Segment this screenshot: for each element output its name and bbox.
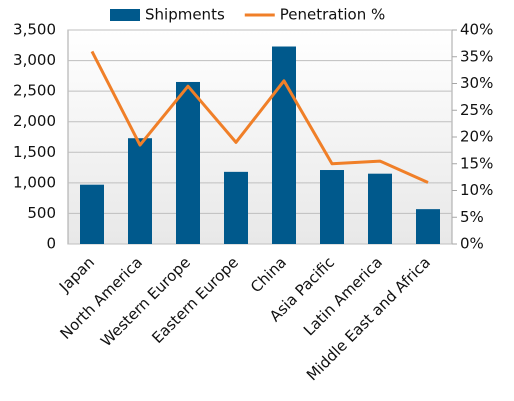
y2-tick-label: 30% bbox=[460, 74, 493, 92]
y2-tick-label: 15% bbox=[460, 154, 493, 172]
bar bbox=[272, 46, 296, 244]
y-tick-label: 1,000 bbox=[13, 173, 56, 191]
y-tick-label: 3,500 bbox=[13, 21, 56, 39]
bar bbox=[416, 209, 440, 244]
y2-tick-label: 10% bbox=[460, 181, 493, 199]
legend-swatch bbox=[110, 9, 140, 21]
y2-tick-label: 35% bbox=[460, 47, 493, 65]
y2-tick-label: 40% bbox=[460, 21, 493, 39]
bar bbox=[320, 170, 344, 244]
x-tick-label: North America bbox=[56, 253, 146, 343]
y2-tick-label: 25% bbox=[460, 101, 493, 119]
x-tick-label: Eastern Europe bbox=[148, 253, 242, 347]
y2-tick-label: 5% bbox=[460, 208, 484, 226]
plot-area bbox=[67, 29, 453, 245]
legend-label: Penetration % bbox=[280, 6, 385, 24]
bar bbox=[224, 171, 248, 244]
bar bbox=[80, 184, 104, 244]
y-tick-label: 2,500 bbox=[13, 82, 56, 100]
y-tick-label: 2,000 bbox=[13, 112, 56, 130]
y2-tick-label: 0% bbox=[460, 235, 484, 253]
legend-label: Shipments bbox=[145, 6, 225, 24]
y-tick-label: 3,000 bbox=[13, 51, 56, 69]
x-tick-label: Japan bbox=[55, 253, 98, 296]
bar bbox=[128, 138, 152, 244]
line bbox=[90, 50, 429, 184]
y2-tick-label: 20% bbox=[460, 128, 493, 146]
y-tick-label: 0 bbox=[46, 235, 56, 253]
bar bbox=[368, 173, 392, 244]
x-tick-label: China bbox=[247, 253, 290, 296]
y-tick-label: 1,500 bbox=[13, 143, 56, 161]
bar bbox=[176, 81, 200, 244]
y-tick-label: 500 bbox=[27, 204, 56, 222]
